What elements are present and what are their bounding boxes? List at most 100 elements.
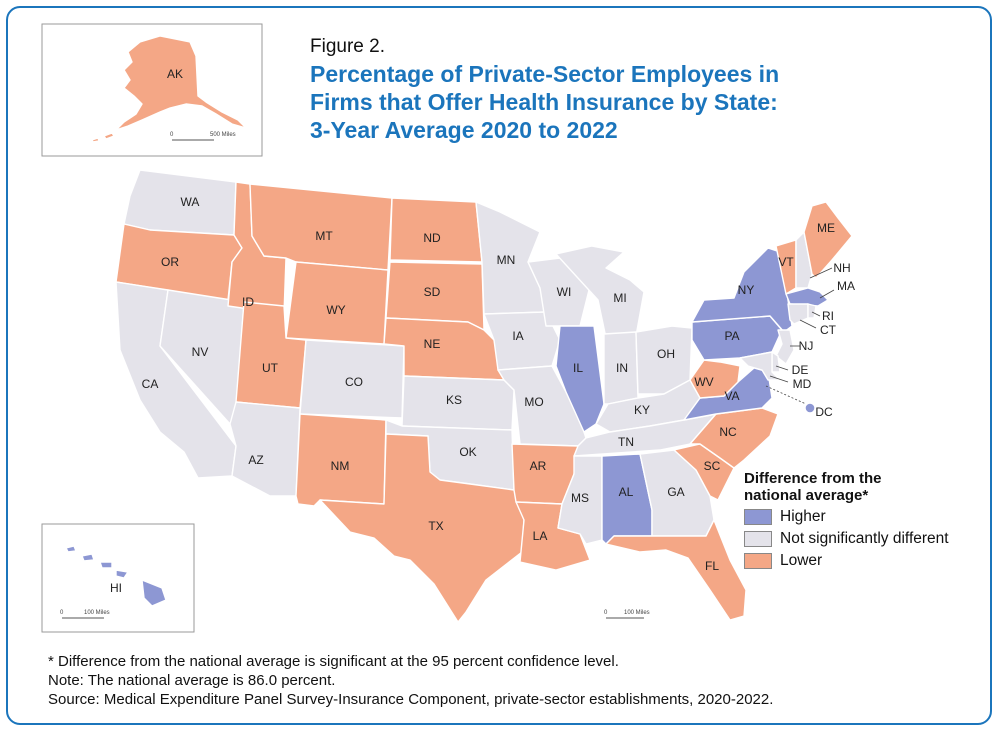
state-AK: [115, 35, 247, 131]
state-label-AK: AK: [167, 67, 183, 81]
state-label-GA: GA: [667, 485, 684, 499]
legend-title: Difference from the national average*: [744, 470, 949, 504]
state-HI-5: [141, 579, 167, 607]
state-HI-1: [65, 545, 77, 553]
contiguous-states: [115, 169, 853, 623]
legend-swatch-same: [744, 531, 772, 547]
legend-label-same: Not significantly different: [780, 530, 949, 547]
state-TX: [319, 433, 525, 623]
state-label-NC: NC: [719, 425, 737, 439]
alaska-scale-zero: 0: [170, 132, 174, 138]
state-IL: [555, 325, 605, 433]
conus-scale-label: 100 Miles: [624, 610, 650, 616]
state-label-VA: VA: [724, 389, 739, 403]
footnotes: * Difference from the national average i…: [48, 652, 773, 709]
state-DC: [804, 402, 816, 414]
legend-item-lower: Lower: [744, 552, 949, 570]
state-label-MN: MN: [497, 253, 516, 267]
state-AK-islands: [91, 132, 115, 143]
state-label-NH: NH: [833, 261, 850, 275]
state-ND: [389, 197, 483, 263]
legend-swatch-lower: [744, 553, 772, 569]
state-HI-3: [99, 561, 113, 569]
state-label-MD: MD: [793, 377, 812, 391]
state-label-ME: ME: [817, 221, 835, 235]
title-line-3: 3-Year Average 2020 to 2022: [310, 117, 618, 143]
title-line-1: Percentage of Private-Sector Employees i…: [310, 61, 780, 87]
state-label-ID: ID: [242, 295, 254, 309]
state-labels: WA OR CA NV ID MT WY UT AZ CO NM ND SD N…: [142, 195, 855, 573]
state-FL: [605, 519, 747, 621]
state-label-DC: DC: [815, 405, 833, 419]
state-label-MT: MT: [315, 229, 333, 243]
legend-item-higher: Higher: [744, 508, 949, 526]
legend-title-line-1: Difference from the: [744, 470, 882, 487]
conus-scale-zero: 0: [604, 610, 608, 616]
state-label-IL: IL: [573, 361, 583, 375]
hawaii-inset: HI 0 100 Miles: [41, 523, 195, 633]
state-label-WV: WV: [694, 375, 713, 389]
state-RI: [807, 303, 817, 319]
leader-lines: [765, 267, 835, 405]
state-label-AZ: AZ: [248, 453, 263, 467]
state-label-DE: DE: [792, 363, 809, 377]
footnote-significance: * Difference from the national average i…: [48, 653, 619, 670]
title-line-2: Firms that Offer Health Insurance by Sta…: [310, 89, 778, 115]
footnote-national-average: Note: The national average is 86.0 perce…: [48, 672, 336, 689]
state-label-OK: OK: [459, 445, 476, 459]
state-label-ND: ND: [423, 231, 441, 245]
state-label-CO: CO: [345, 375, 363, 389]
state-label-MO: MO: [524, 395, 543, 409]
state-label-HI: HI: [110, 581, 122, 595]
state-label-NY: NY: [738, 283, 755, 297]
state-ME: [803, 201, 853, 279]
state-NJ: [775, 329, 795, 365]
state-label-NE: NE: [424, 337, 441, 351]
conus-scale: 0 100 Miles: [604, 610, 650, 619]
legend-title-line-2: national average*: [744, 487, 869, 504]
state-MT: [249, 183, 393, 271]
state-MD: [739, 351, 781, 381]
state-HI-2: [81, 553, 95, 562]
state-label-VT: VT: [778, 255, 794, 269]
state-CT: [787, 303, 809, 325]
state-label-IN: IN: [616, 361, 628, 375]
state-label-WI: WI: [557, 285, 572, 299]
state-label-CT: CT: [820, 323, 837, 337]
state-label-UT: UT: [262, 361, 279, 375]
state-label-SD: SD: [424, 285, 441, 299]
figure-label: Figure 2.: [310, 36, 385, 57]
state-label-NM: NM: [331, 459, 350, 473]
state-label-FL: FL: [705, 559, 719, 573]
state-HI-4: [115, 569, 129, 579]
state-label-IA: IA: [512, 329, 523, 343]
alaska-scale-label: 500 Miles: [210, 132, 236, 138]
state-label-OH: OH: [657, 347, 675, 361]
state-label-SC: SC: [704, 459, 721, 473]
legend-label-higher: Higher: [780, 508, 826, 525]
state-label-CA: CA: [142, 377, 159, 391]
state-label-OR: OR: [161, 255, 179, 269]
state-label-AL: AL: [619, 485, 634, 499]
hawaii-scale-label: 100 Miles: [84, 610, 110, 616]
state-label-MA: MA: [837, 279, 855, 293]
state-label-RI: RI: [822, 309, 834, 323]
state-label-TX: TX: [428, 519, 443, 533]
state-label-MS: MS: [571, 491, 589, 505]
state-label-AR: AR: [530, 459, 547, 473]
state-label-WY: WY: [326, 303, 345, 317]
state-MI: [555, 245, 645, 339]
legend-item-same: Not significantly different: [744, 530, 949, 548]
state-AZ: [229, 401, 301, 497]
legend: Difference from the national average* Hi…: [744, 470, 949, 570]
state-label-NJ: NJ: [799, 339, 814, 353]
alaska-inset: AK 0 500 Miles: [41, 23, 263, 157]
state-label-WA: WA: [181, 195, 200, 209]
state-label-MI: MI: [613, 291, 626, 305]
state-label-TN: TN: [618, 435, 634, 449]
state-label-PA: PA: [724, 329, 739, 343]
legend-label-lower: Lower: [780, 552, 823, 569]
state-label-KY: KY: [634, 403, 650, 417]
state-label-KS: KS: [446, 393, 462, 407]
